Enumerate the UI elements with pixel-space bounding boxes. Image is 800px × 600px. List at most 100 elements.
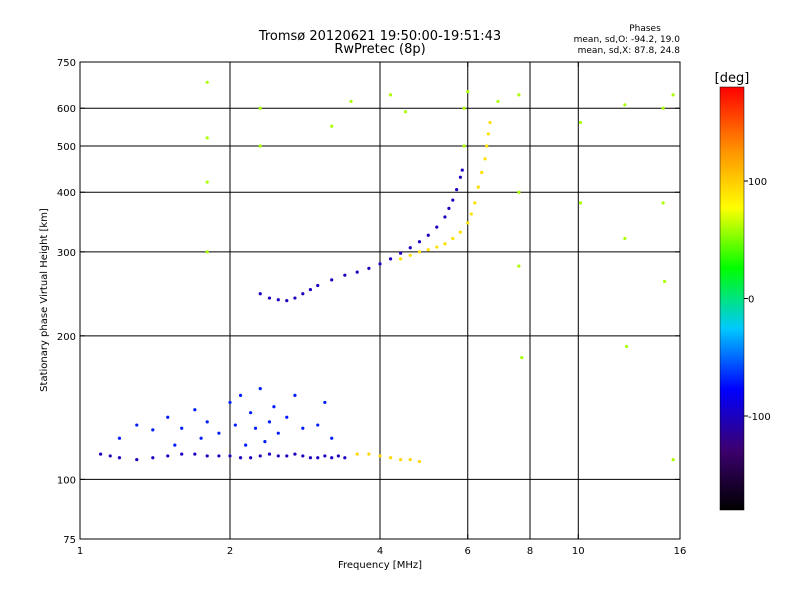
echo-series <box>399 120 492 261</box>
echo-point <box>661 201 665 205</box>
echo-point <box>426 248 430 252</box>
echo-point <box>623 236 627 241</box>
echo-point <box>399 458 403 462</box>
echo-point <box>661 106 665 110</box>
echo-point <box>408 253 412 257</box>
y-tick-label: 600 <box>57 104 76 115</box>
echo-point <box>301 454 305 458</box>
echo-series <box>258 168 464 303</box>
echo-point <box>276 454 280 458</box>
echo-point <box>671 93 675 97</box>
echo-point <box>399 251 403 255</box>
echo-point <box>267 452 272 456</box>
echo-point <box>488 120 492 125</box>
echo-point <box>451 198 455 202</box>
echo-point <box>435 225 439 229</box>
echo-point <box>301 292 305 296</box>
echo-point <box>378 454 382 458</box>
echo-point <box>417 250 422 254</box>
echo-point <box>205 250 209 254</box>
chart-title: Tromsø 20120621 19:50:00-19:51:43 <box>258 29 501 44</box>
echo-point <box>496 99 500 104</box>
echo-point <box>323 454 327 458</box>
echo-point <box>108 454 112 458</box>
echo-point <box>166 454 170 458</box>
echo-point <box>462 144 466 148</box>
colorbar-tick-label: 100 <box>748 177 767 188</box>
echo-point <box>228 454 232 458</box>
axis-ticks: 1 2 4 6 8 10 16 75 100 200 300 400 500 600 750 <box>57 58 686 557</box>
echo-point <box>272 405 276 409</box>
echo-point <box>578 120 583 125</box>
echo-point <box>458 230 463 234</box>
echo-point <box>355 452 359 456</box>
echo-point <box>455 188 459 192</box>
echo-point <box>443 215 447 219</box>
echo-point <box>151 428 155 432</box>
echo-point <box>671 458 675 462</box>
echo-point <box>217 454 221 458</box>
echo-point <box>399 257 403 261</box>
echo-point <box>462 106 466 110</box>
colorbar-tick-label: 0 <box>748 295 754 306</box>
echo-point <box>408 246 412 250</box>
echo-series <box>117 387 334 447</box>
y-tick-label: 100 <box>57 475 76 486</box>
echo-point <box>276 298 280 302</box>
echo-point <box>469 212 473 216</box>
y-tick-label: 75 <box>63 535 76 546</box>
echo-point <box>486 132 490 136</box>
echo-point <box>166 415 170 419</box>
x-tick-label: 16 <box>674 546 687 557</box>
y-axis-label: Stationary phase Virtual Height [km] <box>39 208 50 392</box>
echo-point <box>466 221 470 225</box>
y-tick-label: 500 <box>57 142 76 153</box>
echo-point <box>267 296 272 300</box>
echo-point <box>343 456 347 460</box>
echo-point <box>99 452 103 456</box>
echo-point <box>517 93 521 97</box>
x-tick-label: 8 <box>527 546 533 557</box>
echo-point <box>355 270 359 274</box>
echo-point <box>276 431 280 435</box>
echo-point <box>285 454 289 458</box>
stats-o-mode: mean, sd,O: -94.2, 19.0 <box>574 35 681 45</box>
echo-point <box>258 106 262 110</box>
echo-point <box>388 93 393 97</box>
echo-point <box>249 411 253 415</box>
x-tick-label: 2 <box>227 546 233 557</box>
stats-heading: Phases <box>629 24 661 34</box>
echo-point <box>135 423 139 427</box>
echo-point <box>378 262 382 266</box>
echo-point <box>293 393 297 398</box>
echo-series <box>355 452 422 464</box>
echo-point <box>367 266 371 270</box>
y-tick-label: 200 <box>57 332 76 343</box>
echo-point <box>447 206 451 210</box>
echo-point <box>316 456 320 460</box>
echo-point <box>205 454 209 458</box>
echo-point <box>173 443 177 447</box>
echo-point <box>205 80 209 84</box>
echo-point <box>403 110 408 114</box>
echo-point <box>293 296 297 300</box>
chart-subtitle: RwPretec (8p) <box>334 42 425 57</box>
echo-point <box>258 454 262 458</box>
echo-point <box>205 420 209 424</box>
echo-series <box>99 452 347 462</box>
echo-point <box>238 393 243 398</box>
colorbar <box>719 86 745 511</box>
echo-point <box>408 458 412 462</box>
echo-point <box>263 440 267 444</box>
echo-point <box>330 456 334 460</box>
echo-point <box>426 233 430 237</box>
echo-point <box>343 273 347 277</box>
echo-point <box>662 279 667 284</box>
echo-point <box>258 144 262 148</box>
echo-point <box>244 443 248 447</box>
echo-point <box>485 144 489 148</box>
echo-point <box>476 185 480 189</box>
echo-point <box>623 103 627 107</box>
echo-point <box>258 292 262 296</box>
